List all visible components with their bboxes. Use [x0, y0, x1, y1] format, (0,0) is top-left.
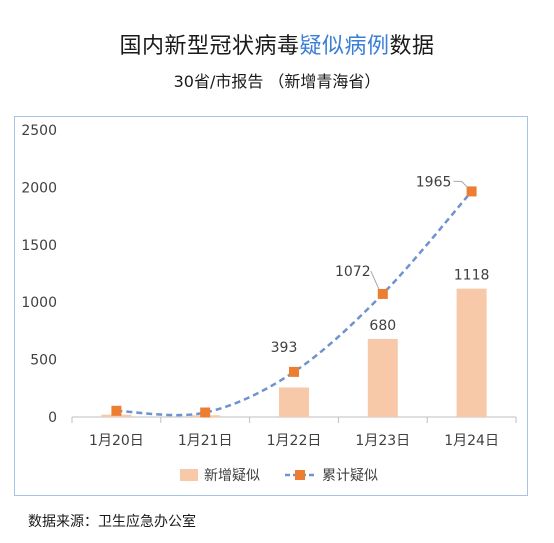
bar-data-label: 680: [369, 318, 396, 334]
line-marker: [111, 405, 122, 416]
x-tick-label: 1月20日: [89, 433, 144, 449]
data-label-leader: [453, 180, 468, 188]
x-tick-label: 1月23日: [355, 433, 410, 449]
legend-label-new-suspected: 新增疑似: [204, 468, 260, 484]
line-marker: [289, 366, 299, 377]
legend-marker-cumulative-suspected: [295, 470, 305, 480]
line-data-label: 1072: [335, 264, 371, 280]
bar-data-label: 1118: [454, 268, 490, 284]
line-data-label: 393: [271, 340, 298, 356]
bar-new-suspected: [367, 338, 398, 417]
chart-frame: [14, 116, 528, 496]
y-tick-label: 1000: [21, 295, 57, 311]
y-tick-label: 0: [48, 410, 57, 426]
title-highlight: 疑似病例: [299, 34, 390, 59]
y-tick-label: 2000: [21, 180, 57, 196]
x-tick-label: 1月21日: [178, 433, 233, 449]
data-source: 数据来源：卫生应急办公室: [28, 514, 196, 530]
chart-subtitle: 30省/市报告 （新增青海省）: [173, 72, 381, 91]
bar-new-suspected: [279, 387, 309, 417]
bar-new-suspected: [101, 414, 132, 417]
line-data-label: 1965: [416, 174, 452, 190]
y-tick-label: 1500: [21, 238, 57, 254]
chart-title: 国内新型冠状病毒疑似病例数据: [0, 28, 554, 60]
line-cumulative-suspected: [116, 190, 473, 417]
line-marker: [377, 288, 388, 299]
y-tick-label: 500: [30, 353, 57, 369]
x-tick-label: 1月24日: [444, 433, 499, 449]
title-part-2: 数据: [389, 34, 435, 59]
x-tick-label: 1月22日: [267, 433, 322, 449]
y-tick-label: 2500: [21, 123, 57, 139]
title-part-1: 国内新型冠状病毒: [119, 34, 300, 59]
line-marker: [200, 407, 211, 418]
data-label-leader: [370, 270, 380, 290]
legend-swatch-new-suspected: [180, 469, 198, 481]
bar-new-suspected: [456, 288, 487, 417]
legend-label-cumulative-suspected: 累计疑似: [322, 468, 378, 484]
line-marker: [466, 186, 477, 197]
